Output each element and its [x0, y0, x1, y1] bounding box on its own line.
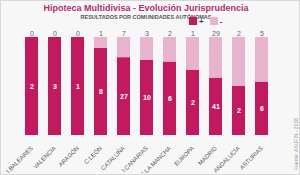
svg-text:29: 29	[212, 30, 220, 37]
svg-text:1: 1	[99, 30, 103, 37]
svg-text:7: 7	[122, 30, 126, 37]
html-text:RESULTADOS POR COMUNIDADES AUT: RESULTADOS POR COMUNIDADES AUTÓNOMAS	[80, 14, 212, 20]
svg-text:0: 0	[53, 30, 57, 37]
html-text:Fuente: ASUFIN - 2016: Fuente: ASUFIN - 2016	[293, 118, 299, 170]
svg-text:8: 8	[99, 88, 103, 95]
svg-text:2: 2	[168, 30, 172, 37]
svg-text:27: 27	[120, 93, 128, 100]
svg-text:1: 1	[76, 83, 80, 90]
svg-text:6: 6	[260, 105, 264, 112]
svg-text:2: 2	[30, 83, 34, 90]
svg-text:C.LA MANCHA: C.LA MANCHA	[139, 145, 172, 173]
svg-text:C.LEÓN: C.LEÓN	[83, 145, 103, 165]
svg-text:ARAGÓN: ARAGÓN	[57, 145, 80, 168]
svg-text:2: 2	[191, 99, 195, 106]
svg-text:6: 6	[168, 95, 172, 102]
svg-text:41: 41	[212, 103, 220, 110]
svg-text:10: 10	[143, 94, 151, 101]
svg-text:ANDALUCÍA: ANDALUCÍA	[213, 145, 242, 173]
svg-text:3: 3	[145, 30, 149, 37]
svg-text:EUROPA: EUROPA	[173, 145, 195, 167]
html-text:Hipoteca Multidivisa - Evoluci: Hipoteca Multidivisa - Evolución Jurispr…	[43, 3, 249, 13]
svg-text:VALENCIA: VALENCIA	[32, 145, 57, 170]
svg-text:MADRID: MADRID	[197, 145, 218, 166]
svg-text:0: 0	[76, 30, 80, 37]
svg-text:ASTURIAS: ASTURIAS	[239, 145, 264, 170]
svg-text:2: 2	[237, 30, 241, 37]
svg-text:0: 0	[30, 30, 34, 37]
svg-text:2: 2	[237, 107, 241, 114]
svg-text:5: 5	[260, 30, 264, 37]
svg-text:I.BALEARES: I.BALEARES	[5, 145, 34, 173]
svg-text:CATALUÑA: CATALUÑA	[99, 145, 127, 172]
svg-text:3: 3	[53, 83, 57, 90]
svg-text:1: 1	[191, 30, 195, 37]
